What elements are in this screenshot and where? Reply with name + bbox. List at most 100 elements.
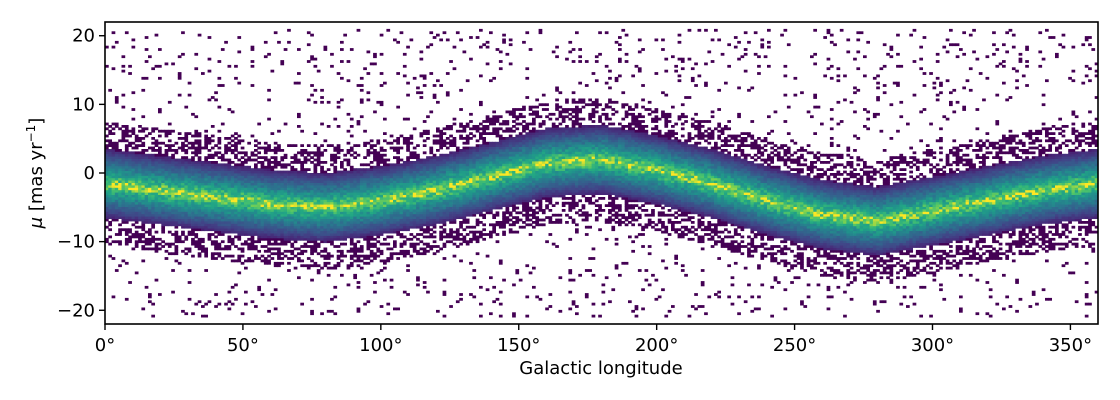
density-cell — [472, 175, 477, 179]
density-cell — [393, 156, 397, 159]
density-cell — [320, 185, 324, 188]
density-cell — [442, 175, 447, 179]
density-cell — [485, 194, 490, 198]
density-cell — [336, 228, 341, 232]
density-cell — [313, 168, 318, 171]
density-cell — [204, 180, 209, 183]
density-cell — [393, 199, 397, 203]
density-cell — [244, 182, 248, 186]
density-cell — [237, 225, 242, 229]
density-cell — [379, 211, 384, 215]
density-cell — [214, 175, 218, 179]
density-cell — [141, 185, 146, 188]
density-cell — [144, 163, 149, 167]
density-cell — [313, 199, 318, 203]
density-cell — [144, 149, 149, 152]
density-cell — [439, 201, 444, 205]
density-cell — [436, 189, 440, 193]
density-cell — [386, 189, 391, 193]
density-cell — [439, 173, 444, 176]
density-cell — [260, 197, 265, 200]
density-cell — [379, 175, 384, 179]
density-cell — [254, 185, 258, 188]
density-cell — [445, 213, 450, 217]
density-cell — [118, 161, 122, 164]
density-cell — [349, 201, 354, 205]
density-cell — [316, 175, 321, 179]
density-cell — [138, 209, 142, 212]
density-cell — [138, 187, 142, 191]
density-cell — [227, 146, 232, 150]
density-cell — [114, 141, 119, 145]
density-cell — [406, 293, 410, 296]
density-cell — [158, 168, 162, 171]
density-cell — [485, 132, 490, 135]
density-cell — [432, 185, 437, 188]
density-cell — [439, 132, 444, 135]
density-cell — [254, 230, 258, 234]
density-cell — [396, 218, 401, 222]
density-cell — [452, 139, 457, 143]
density-cell — [154, 189, 159, 193]
density-cell — [131, 185, 136, 188]
density-cell — [280, 185, 285, 188]
density-cell — [144, 134, 149, 138]
density-cell — [482, 213, 487, 217]
density-cell — [138, 177, 142, 181]
density-cell — [214, 247, 218, 251]
density-cell — [436, 211, 440, 215]
density-cell — [333, 156, 338, 159]
density-cell — [449, 156, 453, 159]
density-cell — [349, 233, 354, 236]
density-cell — [263, 228, 268, 232]
density-cell — [128, 192, 132, 195]
density-cell — [154, 209, 159, 212]
density-cell — [353, 185, 358, 188]
density-cell — [131, 209, 136, 212]
density-cell — [436, 309, 440, 313]
density-cell — [220, 170, 225, 174]
density-cell — [121, 216, 126, 219]
density-cell — [436, 204, 440, 207]
density-cell — [184, 177, 189, 181]
density-cell — [134, 221, 139, 224]
density-cell — [300, 213, 305, 217]
density-cell — [310, 84, 314, 87]
density-cell — [287, 197, 291, 200]
density-cell — [310, 187, 314, 191]
density-cell — [346, 283, 351, 287]
density-cell — [416, 153, 420, 157]
density-cell — [439, 233, 444, 236]
density-cell — [323, 45, 328, 49]
density-cell — [267, 197, 271, 200]
density-cell — [449, 211, 453, 215]
density-cell — [356, 194, 361, 198]
density-cell — [475, 180, 480, 183]
density-cell — [267, 199, 271, 203]
density-cell — [475, 182, 480, 186]
density-cell — [369, 230, 374, 234]
density-cell — [373, 151, 377, 155]
density-cell — [436, 129, 440, 133]
density-cell — [459, 189, 463, 193]
density-cell — [313, 245, 318, 248]
density-cell — [240, 249, 245, 253]
density-cell — [479, 28, 483, 32]
density-cell — [260, 187, 265, 191]
density-cell — [260, 180, 265, 183]
density-cell — [389, 218, 394, 222]
density-cell — [280, 149, 285, 152]
density-cell — [234, 213, 238, 217]
density-cell — [306, 187, 311, 191]
density-cell — [118, 182, 122, 186]
density-cell — [158, 213, 162, 217]
density-cell — [187, 199, 192, 203]
density-cell — [260, 182, 265, 186]
density-cell — [187, 175, 192, 179]
density-cell — [131, 213, 136, 217]
density-cell — [297, 158, 301, 162]
density-cell — [409, 189, 414, 193]
density-cell — [436, 163, 440, 167]
density-cell — [449, 185, 453, 188]
density-cell — [452, 221, 457, 224]
